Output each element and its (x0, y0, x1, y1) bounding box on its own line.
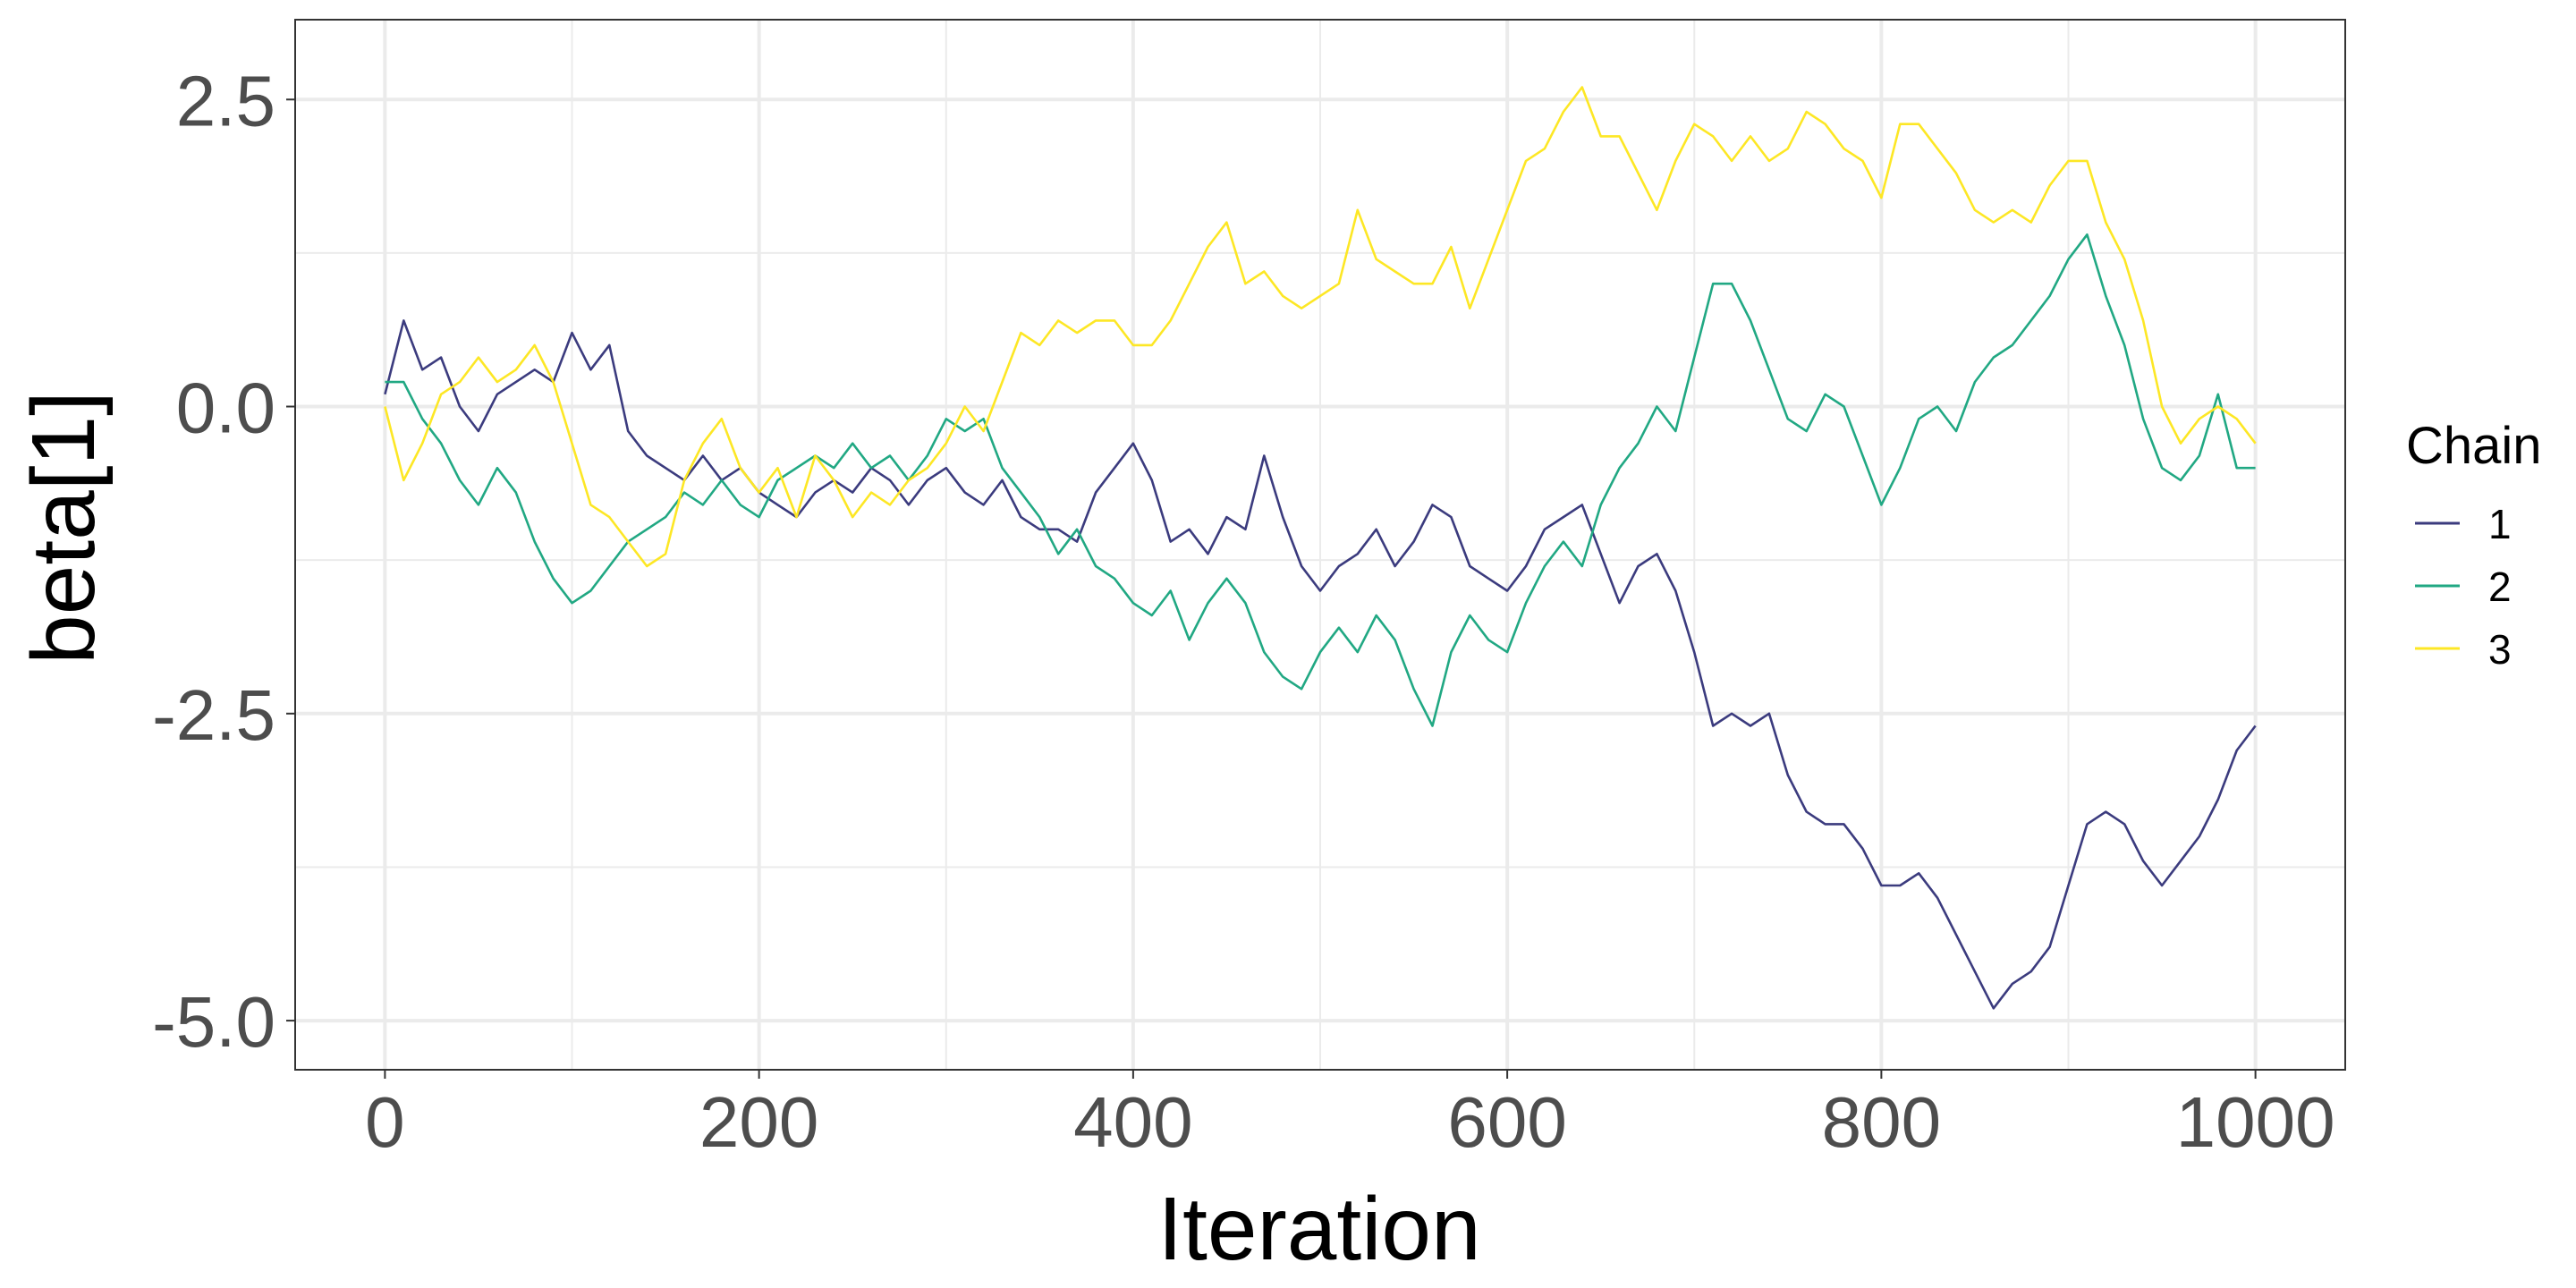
legend-label-chain-3: 3 (2488, 626, 2512, 673)
x-tick-label: 800 (1822, 1082, 1941, 1162)
minor-gridlines (295, 20, 2345, 1070)
x-axis-ticks: 0 200 400 600 800 1000 (365, 1070, 2335, 1162)
panel-border (294, 19, 2346, 1071)
legend-title: Chain (2406, 417, 2542, 475)
x-tick-label: 600 (1447, 1082, 1566, 1162)
x-tick-label: 200 (699, 1082, 818, 1162)
series-lines (384, 86, 2257, 1010)
x-axis-title: Iteration (1157, 1179, 1480, 1279)
legend: Chain 1 2 3 (2406, 417, 2542, 673)
y-tick-label: -2.5 (152, 675, 275, 755)
y-tick-label: -5.0 (152, 982, 275, 1062)
x-tick-label: 0 (365, 1082, 405, 1162)
x-tick-label: 400 (1073, 1082, 1192, 1162)
y-tick-label: 0.0 (176, 369, 275, 448)
y-axis-ticks: 2.5 0.0 -2.5 -5.0 (152, 61, 295, 1062)
legend-keys: 1 2 3 (2415, 501, 2512, 673)
x-tick-label: 1000 (2176, 1082, 2335, 1162)
series-line-chain-2 (385, 233, 2256, 727)
y-axis-title: beta[1] (13, 391, 114, 665)
series-line-chain-1 (384, 319, 2257, 1010)
series-line-chain-3 (384, 86, 2257, 568)
legend-label-chain-2: 2 (2488, 564, 2512, 610)
major-gridlines (295, 20, 2345, 1070)
legend-label-chain-1: 1 (2488, 501, 2512, 547)
y-tick-label: 2.5 (176, 61, 275, 140)
